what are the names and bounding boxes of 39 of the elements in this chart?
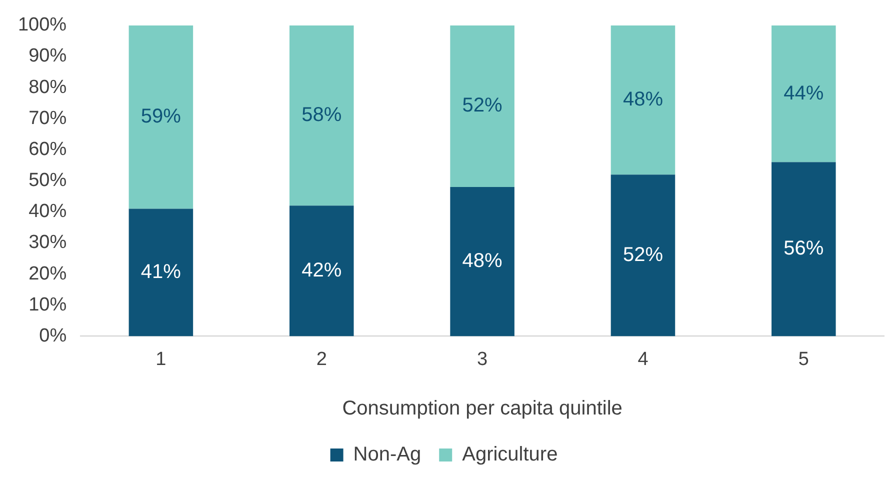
y-tick-label: 60%	[28, 138, 67, 160]
y-tick-label: 80%	[28, 76, 67, 98]
x-tick-label: 2	[316, 348, 327, 370]
bar	[128, 208, 194, 336]
data-label: 41%	[140, 261, 182, 283]
data-label: 44%	[784, 82, 824, 104]
data-label: 52%	[622, 244, 664, 266]
data-label: 52%	[462, 94, 503, 117]
data-label: 58%	[302, 104, 342, 126]
bar	[289, 206, 354, 336]
data-label: 48%	[462, 250, 503, 272]
y-tick-label: 90%	[28, 46, 67, 67]
y-tick-label: 20%	[28, 263, 67, 284]
x-axis-title: Consumption per capita quintile	[342, 398, 622, 420]
y-tick-label: 0%	[39, 325, 67, 346]
x-tick-label: 1	[156, 348, 166, 370]
x-tick-label: 5	[798, 348, 809, 370]
bar	[772, 162, 836, 336]
y-tick-label: 30%	[28, 232, 67, 254]
y-tick-label: 40%	[28, 201, 67, 222]
y-tick-label: 70%	[28, 108, 67, 129]
legend-label: Non-Ag	[353, 444, 422, 466]
x-tick-label: 4	[638, 348, 649, 370]
bar	[289, 25, 354, 206]
bar	[610, 25, 676, 175]
y-tick-label: 50%	[28, 170, 67, 192]
bar	[772, 25, 836, 162]
data-label: 42%	[302, 259, 342, 282]
y-tick-label: 100%	[18, 14, 67, 36]
data-label: 59%	[140, 106, 182, 128]
bar	[610, 174, 676, 336]
bar	[450, 187, 514, 336]
x-tick-label: 3	[477, 348, 488, 370]
data-label: 48%	[622, 88, 664, 111]
data-label: 56%	[784, 238, 824, 260]
legend-label: Agriculture	[462, 444, 558, 466]
bar	[128, 25, 194, 209]
bar	[450, 25, 514, 188]
y-tick-label: 10%	[28, 294, 67, 316]
